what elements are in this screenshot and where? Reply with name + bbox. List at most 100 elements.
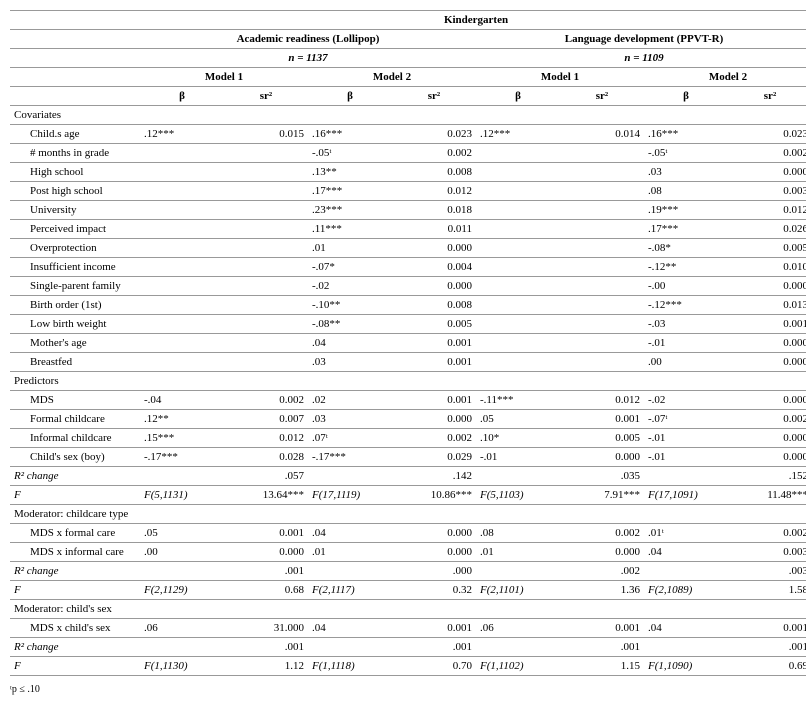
cell (476, 182, 560, 201)
cell: .03 (644, 163, 728, 182)
cell: 0.000 (560, 448, 644, 467)
cell (140, 201, 224, 220)
n-academic: n = 1137 (140, 49, 476, 68)
cell: .01ᵗ (644, 524, 728, 543)
cell: F(1,1130) (140, 657, 224, 676)
beta-col: β (644, 87, 728, 106)
cell (560, 163, 644, 182)
cell: .01 (308, 543, 392, 562)
cell (560, 239, 644, 258)
cell: 0.001 (728, 315, 806, 334)
cell: .04 (308, 619, 392, 638)
row-label: Mother's age (10, 334, 140, 353)
cell: 0.32 (392, 581, 476, 600)
cell: -.03 (644, 315, 728, 334)
cell: 0.002 (728, 410, 806, 429)
cell: 0.012 (224, 429, 308, 448)
cell (476, 258, 560, 277)
cell: -.08** (308, 315, 392, 334)
cell (560, 296, 644, 315)
cell: .16*** (644, 125, 728, 144)
regression-table: Kindergarten Academic readiness (Lollipo… (10, 10, 806, 676)
cell: .002 (560, 562, 644, 581)
cell: .13** (308, 163, 392, 182)
cell: 0.012 (728, 201, 806, 220)
cell: 0.029 (392, 448, 476, 467)
cell (140, 334, 224, 353)
cell (224, 296, 308, 315)
cell: 0.000 (560, 543, 644, 562)
cell (224, 220, 308, 239)
cell: -.01 (644, 429, 728, 448)
cell: .00 (644, 353, 728, 372)
cell: 0.001 (728, 619, 806, 638)
cell: F(17,1091) (644, 486, 728, 505)
row-label: MDS x informal care (10, 543, 140, 562)
cell: .04 (644, 619, 728, 638)
cell: -.04 (140, 391, 224, 410)
cell (308, 467, 392, 486)
cell: F(1,1090) (644, 657, 728, 676)
cell: 0.000 (392, 239, 476, 258)
cell: .03 (308, 353, 392, 372)
cell: .08 (644, 182, 728, 201)
cell: 0.026 (728, 220, 806, 239)
cell (476, 163, 560, 182)
cell: .23*** (308, 201, 392, 220)
cell: -.00 (644, 277, 728, 296)
cell (644, 467, 728, 486)
cell: .02 (308, 391, 392, 410)
cell: .03 (308, 410, 392, 429)
cell: 0.023 (392, 125, 476, 144)
cell (476, 144, 560, 163)
cell (140, 315, 224, 334)
cell: .057 (224, 467, 308, 486)
cell: 0.000 (392, 524, 476, 543)
cell: 0.005 (728, 239, 806, 258)
cell: -.05ᵗ (308, 144, 392, 163)
cell: 0.005 (392, 315, 476, 334)
row-label: Child.s age (10, 125, 140, 144)
cell (560, 334, 644, 353)
cell: F(5,1131) (140, 486, 224, 505)
stat-label: R² change (10, 467, 140, 486)
cell: 0.023 (728, 125, 806, 144)
row-label: Insufficient income (10, 258, 140, 277)
stat-label: F (10, 657, 140, 676)
cell: 0.000 (728, 353, 806, 372)
kindergarten-header: Kindergarten (140, 11, 806, 30)
cell: .12** (140, 410, 224, 429)
cell (308, 562, 392, 581)
cell: F(2,1101) (476, 581, 560, 600)
cell (140, 258, 224, 277)
cell (560, 315, 644, 334)
model2-l: Model 2 (644, 68, 806, 87)
mod-sex-section: Moderator: child's sex (10, 600, 806, 619)
cell (644, 638, 728, 657)
cell: F(1,1102) (476, 657, 560, 676)
cell: .08 (476, 524, 560, 543)
cell: 0.011 (392, 220, 476, 239)
cell: 1.12 (224, 657, 308, 676)
cell: .001 (224, 562, 308, 581)
cell: .04 (308, 334, 392, 353)
model1-a: Model 1 (140, 68, 308, 87)
cell: 0.002 (392, 429, 476, 448)
cell (476, 239, 560, 258)
cell: 0.68 (224, 581, 308, 600)
cell: .001 (728, 638, 806, 657)
row-label: Formal childcare (10, 410, 140, 429)
cell: 0.018 (392, 201, 476, 220)
cell: 0.000 (392, 277, 476, 296)
cell (140, 562, 224, 581)
cell: .17*** (644, 220, 728, 239)
row-label: Post high school (10, 182, 140, 201)
cell (140, 467, 224, 486)
cell (476, 296, 560, 315)
cell: 0.008 (392, 296, 476, 315)
cell: -.07ᵗ (644, 410, 728, 429)
cell: 0.000 (224, 543, 308, 562)
cell: 0.000 (728, 391, 806, 410)
cell: -.05ᵗ (644, 144, 728, 163)
cell: -.17*** (308, 448, 392, 467)
